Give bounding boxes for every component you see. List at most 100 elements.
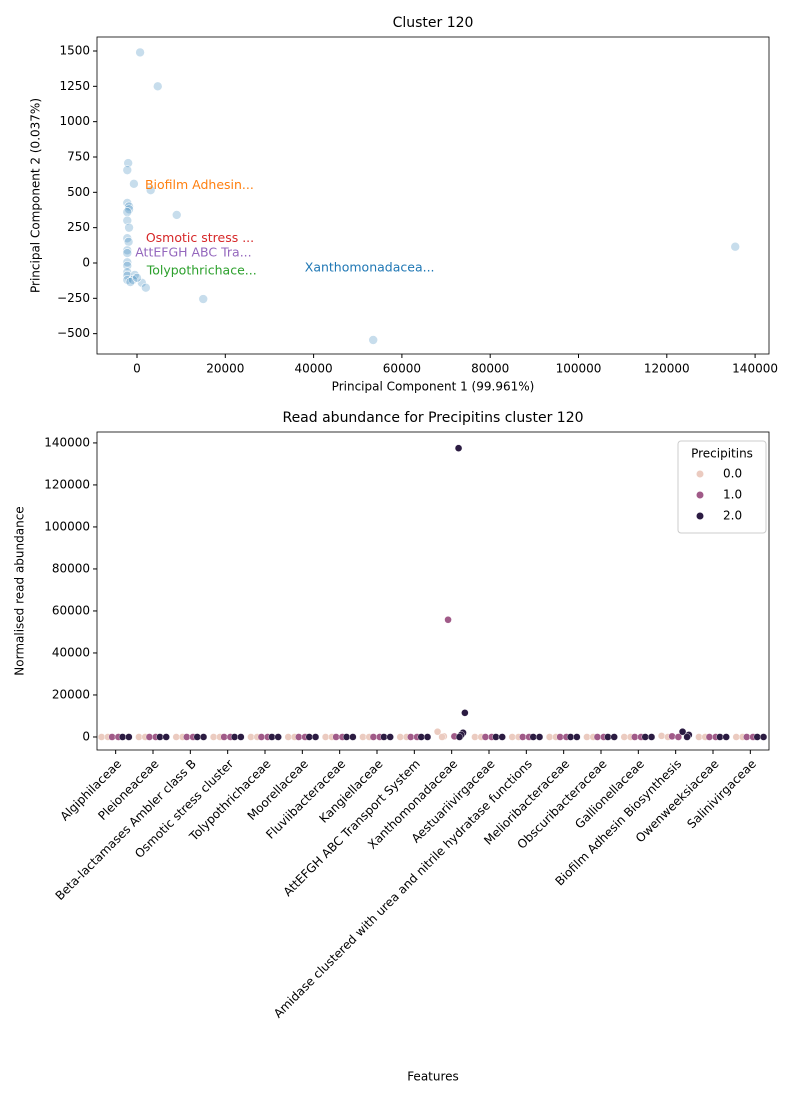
point (471, 733, 479, 741)
legend-title: Precipitins (691, 447, 753, 461)
point (122, 267, 133, 277)
y-tick-label: 60000 (52, 603, 90, 617)
point (519, 733, 527, 741)
point (156, 733, 164, 741)
legend-label: 1.0 (723, 488, 742, 502)
point (349, 733, 357, 741)
point (237, 733, 245, 741)
plot-frame (96, 431, 770, 751)
point (657, 732, 666, 740)
point (722, 733, 730, 741)
point (129, 179, 139, 189)
y-tick-label: 750 (67, 149, 90, 163)
y-tick-label: 20000 (52, 687, 90, 701)
point (199, 733, 208, 741)
x-tick-label: 60000 (383, 362, 421, 376)
y-tick-label: 1500 (59, 43, 90, 57)
point (461, 709, 469, 717)
point (683, 733, 691, 741)
point (743, 733, 751, 741)
point (438, 733, 446, 741)
legend-marker (696, 491, 704, 499)
point (135, 733, 143, 741)
legend-marker (696, 470, 704, 478)
y-tick-label: 500 (67, 185, 90, 199)
point (556, 733, 564, 741)
point (122, 207, 133, 217)
annotation: Xanthomonadacea... (305, 259, 435, 274)
y-tick-label: 1250 (59, 79, 90, 93)
point (122, 245, 133, 256)
point (124, 222, 134, 233)
x-tick-label: 20000 (206, 362, 244, 376)
annotation: Tolypothrichace... (146, 262, 257, 277)
point (132, 273, 142, 283)
point (705, 733, 714, 741)
point (417, 733, 425, 741)
legend-box (677, 440, 767, 534)
point (386, 733, 394, 741)
y-tick-label: 250 (67, 220, 90, 234)
point (145, 733, 154, 741)
y-tick-label: 1000 (59, 114, 90, 128)
point (407, 733, 415, 741)
point (620, 733, 628, 741)
point (135, 47, 145, 58)
point (247, 733, 255, 741)
y-tick-label: −500 (57, 326, 90, 340)
point (124, 204, 134, 215)
point (162, 733, 170, 741)
point (198, 294, 209, 304)
point (122, 248, 133, 258)
point (141, 282, 151, 293)
point (230, 733, 239, 741)
x-axis-label: Features (407, 1070, 459, 1084)
point (529, 733, 537, 741)
x-tick-label: 80000 (471, 362, 509, 376)
y-tick-label: 80000 (52, 561, 90, 575)
y-tick-label: 100000 (44, 519, 90, 533)
point (583, 733, 591, 741)
point (145, 185, 156, 196)
x-tick-label: 40000 (295, 362, 333, 376)
point (118, 733, 127, 741)
point (566, 733, 575, 741)
point (647, 733, 656, 741)
chart-title: Cluster 120 (393, 15, 474, 31)
point (545, 733, 554, 741)
x-tick-label: 100000 (556, 362, 602, 376)
x-tick-label: Salinivirgaceae (684, 757, 759, 832)
y-tick-label: 120000 (44, 477, 90, 491)
point (123, 158, 133, 168)
point (97, 733, 106, 741)
point (678, 728, 687, 736)
point (122, 165, 133, 175)
y-tick-label: 40000 (52, 645, 90, 659)
point (305, 733, 313, 741)
annotation: Biofilm Adhesin... (145, 177, 254, 192)
point (321, 733, 330, 741)
point (396, 733, 404, 741)
point (172, 733, 180, 741)
chart-title: Read abundance for Precipitins cluster 1… (282, 410, 583, 426)
point (332, 733, 340, 741)
point (492, 733, 500, 741)
point (122, 257, 133, 268)
point (732, 733, 740, 741)
point (444, 616, 452, 624)
point (125, 733, 133, 741)
point (481, 733, 490, 741)
point (220, 733, 228, 741)
point (137, 277, 147, 288)
point (342, 733, 351, 741)
point (573, 733, 581, 741)
point (641, 733, 649, 741)
point (508, 733, 516, 741)
point (498, 733, 506, 741)
point (295, 733, 303, 741)
point (593, 733, 602, 741)
point (124, 201, 134, 212)
legend-label: 0.0 (723, 467, 742, 481)
y-axis-label: Normalised read abundance (13, 506, 27, 675)
